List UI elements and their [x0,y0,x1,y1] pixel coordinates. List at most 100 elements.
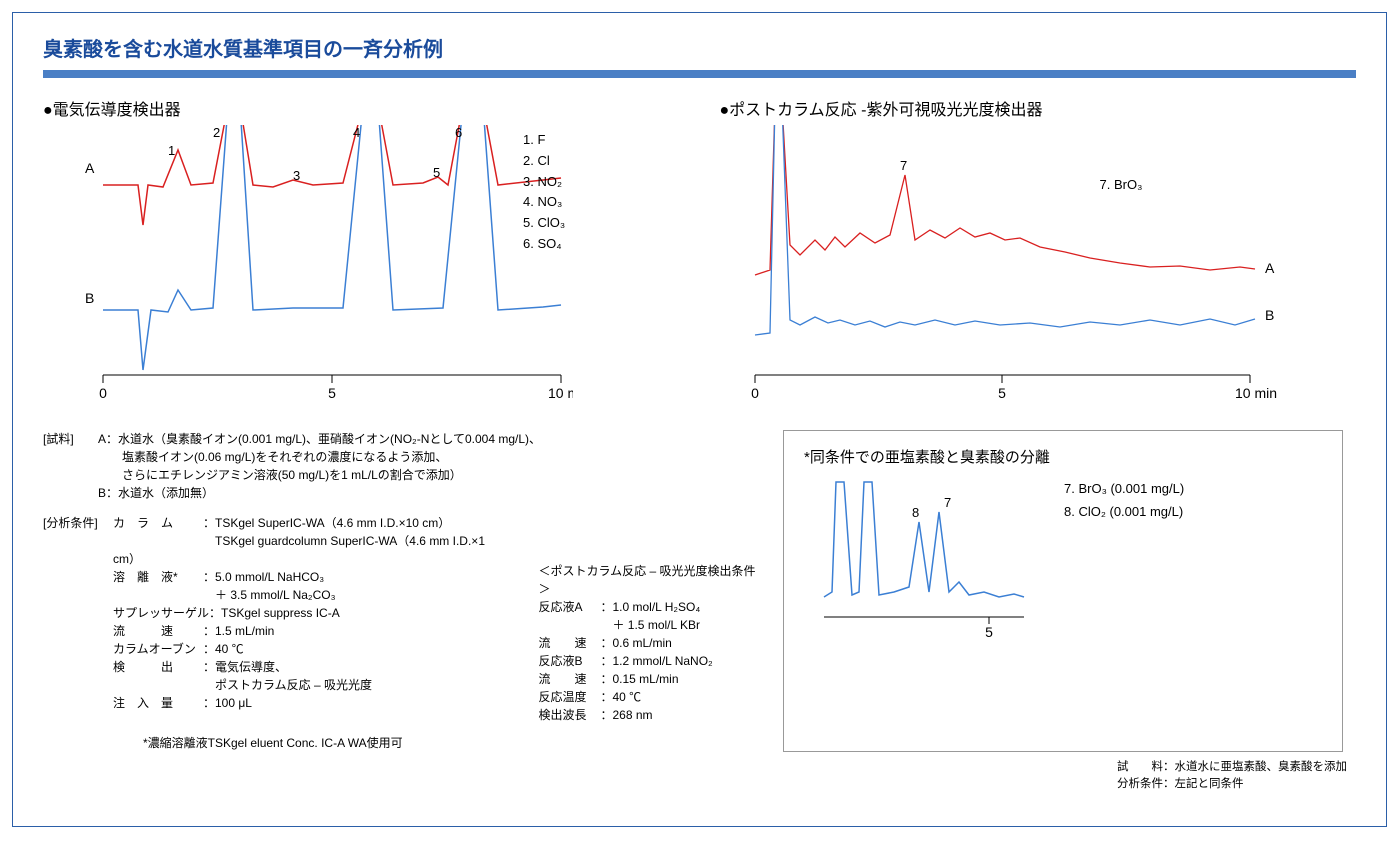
inset-notes: 試 料：水道水に亜塩素酸、臭素酸を添加 分析条件：左記と同条件 [1117,759,1347,794]
params-block: [試料] A：水道水（臭素酸イオン(0.001 mg/L)、亜硝酸イオン(NO₂… [43,430,763,752]
cond-right-header: ＜ポストカラム反応 – 吸光光度検出条件＞ [538,562,763,598]
sample-tag: [試料] [43,430,98,502]
inset-peak7: 7 [944,495,951,510]
chart2-block: ●ポストカラム反応 -紫外可視吸光光度検出器 0 5 10 min 7 A [720,96,1357,410]
cond-key: 反応液B [538,652,600,670]
cond-key: 流 速 [538,634,600,652]
inset-title: *同条件での亜塩素酸と臭素酸の分離 [804,446,1322,467]
chart2-legend-7: 7. BrO₃ [1100,175,1143,196]
chart1-trace-a-label: A [85,160,95,176]
cond-val: ＋ 1.5 mol/L KBr [600,618,700,632]
cond-key: 検 出 [113,658,203,676]
cond-left-row: 検 出：電気伝導度、 [113,658,508,676]
cond-val: ：1.5 mL/min [203,624,274,638]
inset-note2: 分析条件：左記と同条件 [1117,776,1347,793]
cond-left-row: ＋ 3.5 mmol/L Na₂CO₃ [113,586,508,604]
inset-xtick: 5 [985,624,993,637]
cond-left-row: カ ラ ム：TSKgel SuperIC-WA（4.6 mm I.D.×10 c… [113,514,508,532]
inset-legend-8: 8. ClO₂ (0.001 mg/L) [1064,500,1184,523]
cond-left-row: サプレッサーゲル：TSKgel suppress IC-A [113,604,508,622]
cond-key: 反応液A [538,598,600,616]
chart2-xtick1: 5 [998,385,1006,401]
chart2-peak7: 7 [900,158,907,173]
cond-val: ：電気伝導度、 [203,660,287,674]
cond-val: ＋ 3.5 mmol/L Na₂CO₃ [203,588,335,602]
chart2-svg: 0 5 10 min 7 A B [720,125,1280,405]
cond-right-row: 流 速：0.6 mL/min [538,634,763,652]
cond-left-row: ポストカラム反応 – 吸光光度 [113,676,508,694]
cond-val: ：40 ℃ [203,642,244,656]
cond-key: 検出波長 [538,706,600,724]
cond-left-row: TSKgel guardcolumn SuperIC-WA（4.6 mm I.D… [113,532,508,568]
inset-box: *同条件での亜塩素酸と臭素酸の分離 5 8 7 7. BrO₃ (0.001 m… [783,430,1343,752]
inset-svg: 5 8 7 [804,477,1034,637]
inset-peak8: 8 [912,505,919,520]
cond-val: ：1.2 mmol/L NaNO₂ [600,654,712,668]
cond-val: ：268 nm [600,708,652,722]
cond-left-row: 注 入 量：100 μL [113,694,508,712]
cond-right-row: ＋ 1.5 mol/L KBr [538,616,763,634]
cond-val: ：0.15 mL/min [600,672,678,686]
chart1-block: ●電気伝導度検出器 0 5 10 min A B [43,96,680,410]
cond-key: 溶 離 液* [113,568,203,586]
lower-row: [試料] A：水道水（臭素酸イオン(0.001 mg/L)、亜硝酸イオン(NO₂… [43,430,1356,752]
chart1-trace-b [103,125,561,370]
sample-b-line: B：水道水（添加無） [98,484,541,502]
charts-row: ●電気伝導度検出器 0 5 10 min A B [43,96,1356,410]
chart1-legend-3: 3. NO₂ [523,172,565,193]
cond-key: 流 速 [538,670,600,688]
cond-key: サプレッサーゲル [113,604,209,622]
cond-right-row: 反応液B：1.2 mmol/L NaNO₂ [538,652,763,670]
chart2-trace-a [755,125,1255,275]
chart1-legend-1: 1. F [523,130,565,151]
chart1-peak1: 1 [168,143,175,158]
sample-a-line3: さらにエチレンジアミン溶液(50 mg/L)を1 mL/Lの割合で添加） [98,466,541,484]
chart2-area: 0 5 10 min 7 A B 7. BrO₃ [720,125,1357,410]
inset-legend-7: 7. BrO₃ (0.001 mg/L) [1064,477,1184,500]
chart1-xtick2: 10 min [548,385,573,401]
chart1-trace-a [103,125,561,225]
chart2-trace-a-label: A [1265,260,1275,276]
chart1-peak6: 6 [455,125,462,140]
cond-key: 流 速 [113,622,203,640]
chart1-area: 0 5 10 min A B 1 2 3 4 5 6 [43,125,680,410]
chart1-xtick1: 5 [328,385,336,401]
chart1-legend-2: 2. Cl [523,151,565,172]
chart1-svg: 0 5 10 min A B 1 2 3 4 5 6 [43,125,573,405]
chart1-legend-4: 4. NO₃ [523,192,565,213]
cond-left-row: カラムオーブン：40 ℃ [113,640,508,658]
cond-tag: [分析条件] [43,514,113,724]
cond-val: ：40 ℃ [600,690,641,704]
cond-key: カラムオーブン [113,640,203,658]
chart1-legend-6: 6. SO₄ [523,234,565,255]
title-bar [43,70,1356,78]
cond-right-row: 検出波長：268 nm [538,706,763,724]
cond-footnote: *濃縮溶離液TSKgel eluent Conc. IC-A WA使用可 [143,734,763,752]
sample-a-line2: 塩素酸イオン(0.06 mg/L)をそれぞれの濃度になるよう添加、 [98,448,541,466]
cond-left-row: 流 速：1.5 mL/min [113,622,508,640]
cond-key: 反応温度 [538,688,600,706]
chart2-xtick2: 10 min [1235,385,1277,401]
chart2-label: ●ポストカラム反応 -紫外可視吸光光度検出器 [720,96,1357,120]
document-frame: 臭素酸を含む水道水質基準項目の一斉分析例 ●電気伝導度検出器 0 5 10 mi… [12,12,1387,827]
cond-val: ：100 μL [203,696,252,710]
sample-a-lines: A：水道水（臭素酸イオン(0.001 mg/L)、亜硝酸イオン(NO₂-Nとして… [98,430,541,502]
chart1-peak2: 2 [213,125,220,140]
sample-a-line1: A：水道水（臭素酸イオン(0.001 mg/L)、亜硝酸イオン(NO₂-Nとして… [98,430,541,448]
cond-right-row: 流 速：0.15 mL/min [538,670,763,688]
chart1-label: ●電気伝導度検出器 [43,96,680,120]
cond-val: ポストカラム反応 – 吸光光度 [203,678,372,692]
cond-right-row: 反応温度：40 ℃ [538,688,763,706]
cond-val: ：TSKgel suppress IC-A [209,606,340,620]
cond-val: ：5.0 mmol/L NaHCO₃ [203,570,324,584]
chart1-peak5: 5 [433,165,440,180]
cond-left-row: 溶 離 液*：5.0 mmol/L NaHCO₃ [113,568,508,586]
page-title: 臭素酸を含む水道水質基準項目の一斉分析例 [43,33,1356,62]
inset-trace [824,482,1024,597]
chart2-trace-b [755,125,1255,335]
cond-val: ：0.6 mL/min [600,636,671,650]
cond-val: ：1.0 mol/L H₂SO₄ [600,600,700,614]
cond-right-row: 反応液A：1.0 mol/L H₂SO₄ [538,598,763,616]
chart1-xtick0: 0 [99,385,107,401]
cond-val: ：TSKgel SuperIC-WA（4.6 mm I.D.×10 cm） [203,516,450,530]
